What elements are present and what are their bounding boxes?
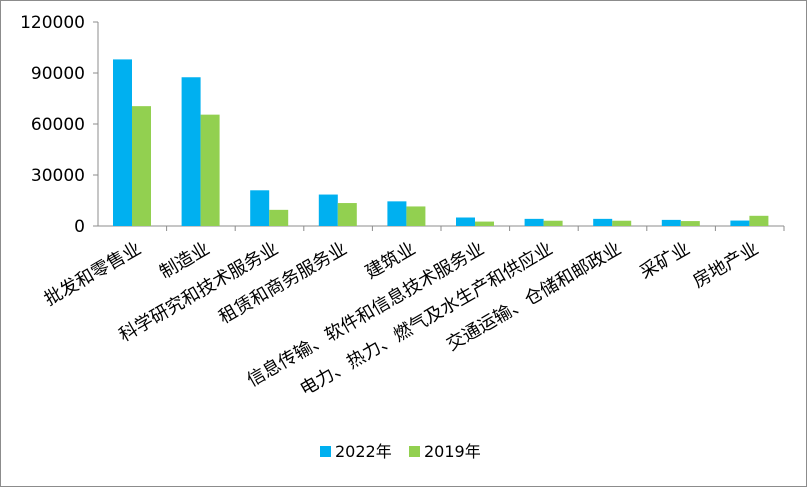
bar-series-1	[113, 59, 132, 227]
legend-swatch	[320, 446, 331, 457]
bar-series-1	[387, 201, 407, 226]
y-tick-label: 120000	[20, 13, 85, 33]
x-tick-label: 租赁和商务服务业	[215, 238, 350, 328]
bar-series-1	[456, 217, 475, 226]
bar-series-2	[475, 221, 494, 226]
bar-series-2	[132, 106, 151, 226]
y-tick-label: 60000	[31, 115, 85, 135]
y-tick-labels: 0 30000 60000 90000 120000	[20, 13, 85, 237]
bar-series-1	[593, 218, 613, 226]
bar-series-2	[680, 221, 700, 226]
bar-series-2	[406, 206, 426, 226]
y-tick-label: 30000	[31, 166, 85, 186]
y-tick-label: 0	[74, 217, 85, 237]
bar-series-1	[181, 77, 201, 226]
bar-series-1	[730, 220, 750, 226]
y-tick-label: 90000	[31, 64, 85, 84]
bar-series-2	[749, 215, 769, 226]
bar-series-2	[200, 114, 220, 226]
chart-legend: 2022年 2019年	[320, 442, 481, 461]
bar-series-2	[543, 220, 563, 226]
bar-series-2	[337, 203, 357, 226]
legend-swatch	[409, 446, 420, 457]
bar-series-1	[318, 194, 338, 226]
x-tick-label: 采矿业	[636, 238, 693, 283]
bar-series-1	[661, 219, 681, 226]
x-tick-label: 批发和零售业	[41, 238, 145, 310]
bar-series-2	[269, 209, 289, 226]
x-tick-label: 房地产业	[689, 238, 762, 292]
legend-label: 2019年	[424, 442, 481, 461]
bar-series-1	[524, 218, 544, 226]
bar-series-2	[612, 220, 632, 226]
bar-series-1	[250, 190, 270, 226]
chart-bars	[113, 59, 769, 227]
legend-label: 2022年	[335, 442, 392, 461]
